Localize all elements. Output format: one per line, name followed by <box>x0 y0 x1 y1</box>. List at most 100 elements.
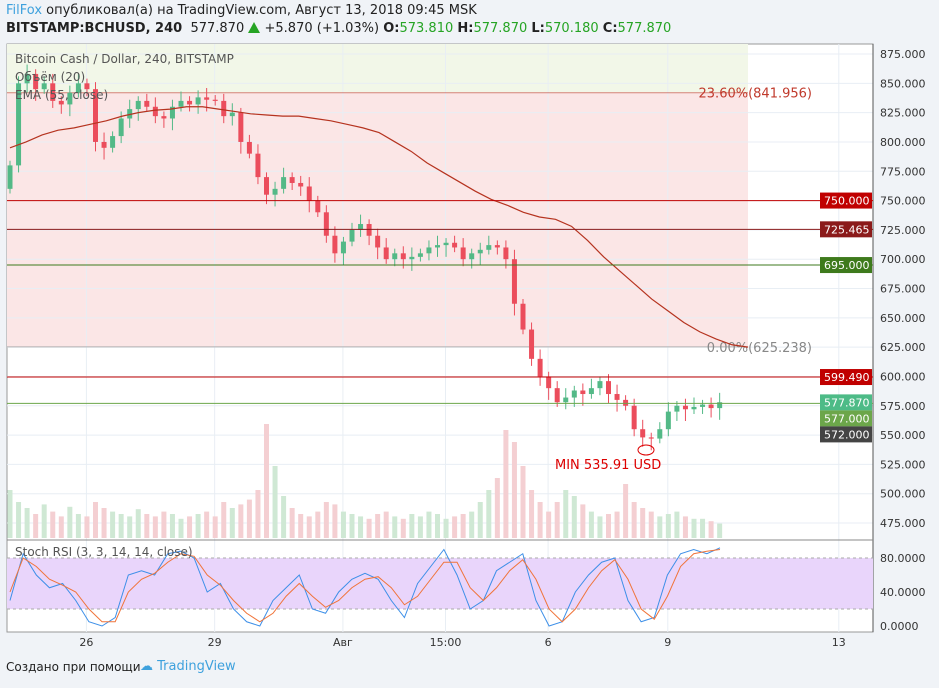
volume-bar <box>392 516 398 538</box>
candle-body <box>435 245 440 248</box>
candle-body <box>409 256 415 260</box>
candle-body <box>623 399 629 406</box>
y-tick-label: 675.000 <box>880 283 926 296</box>
ema-line <box>9 106 749 348</box>
volume-bar <box>665 514 671 538</box>
y-tick-label: 850.000 <box>880 77 926 90</box>
candle-body <box>332 235 338 254</box>
brand-name: TradingView <box>157 659 236 674</box>
candle-body <box>169 106 175 119</box>
candle-body <box>144 100 150 107</box>
volume-bar <box>221 502 227 538</box>
symbol-info: BITSTAMP:BCHUSD, 240 577.870 +5.870 (+1.… <box>6 21 671 36</box>
volume-bar <box>281 496 287 538</box>
volume-bar <box>623 484 629 538</box>
price-badge <box>820 221 872 238</box>
candle-body <box>289 177 295 183</box>
volume-bar <box>537 502 543 538</box>
candle-body <box>135 100 141 110</box>
volume-bar <box>580 504 586 538</box>
price-badge-label: 750.000 <box>824 195 870 208</box>
candle-body <box>221 100 227 117</box>
candle-body <box>554 388 560 403</box>
volume-bar <box>41 504 47 538</box>
last-price: 577.870 <box>190 21 245 36</box>
x-tick-label: 6 <box>545 636 552 649</box>
price-badge <box>820 369 872 386</box>
candle-body <box>443 242 449 246</box>
volume-bar <box>546 511 552 538</box>
up-arrow-icon <box>248 22 261 33</box>
candle-body <box>178 100 184 107</box>
price-badge-label: 725.465 <box>824 223 870 236</box>
legend-title: Bitcoin Cash / Dollar, 240, BITSTAMP <box>15 52 234 66</box>
volume-bar <box>443 518 449 538</box>
candle-body <box>631 405 637 430</box>
volume-bar <box>700 518 706 538</box>
candle-body <box>195 97 201 105</box>
author-link[interactable]: FilFox <box>6 3 43 18</box>
candle-body <box>597 381 603 389</box>
volume-bar <box>195 514 201 538</box>
y-tick-label: 825.000 <box>880 107 926 120</box>
candle-body <box>640 429 646 438</box>
volume-bar <box>246 499 252 538</box>
volume-bar <box>588 511 594 538</box>
volume-bar <box>75 514 81 538</box>
high-value: 577.870 <box>473 21 528 36</box>
candle-body <box>255 153 261 178</box>
y-tick-label: 875.000 <box>880 48 926 61</box>
volume-bar <box>110 511 116 538</box>
min-marker <box>637 444 655 456</box>
volume-bar <box>435 514 440 538</box>
x-tick-label: 13 <box>832 636 846 649</box>
volume-bar <box>614 511 620 538</box>
volume-bar <box>529 490 535 538</box>
legend-ema[interactable]: EMA (55, close) <box>15 88 109 102</box>
candle-body <box>358 224 364 230</box>
candle-body <box>588 388 594 395</box>
candle-body <box>606 381 611 395</box>
volume-bar <box>16 502 22 538</box>
volume-bar <box>50 511 56 538</box>
volume-bar <box>682 516 688 538</box>
volume-bar <box>101 508 107 538</box>
price-badge <box>820 426 872 443</box>
volume-bar <box>657 516 663 538</box>
close-value: 577.870 <box>617 21 672 36</box>
candle-body <box>281 177 287 189</box>
volume-bar <box>631 502 637 538</box>
volume-bar <box>84 516 90 538</box>
tradingview-logo[interactable]: ☁ TradingView <box>140 659 236 674</box>
volume-bar <box>306 516 312 538</box>
volume-bar <box>503 430 509 538</box>
legend-stoch[interactable]: Stoch RSI (3, 3, 14, 14, close) <box>15 545 193 559</box>
legend-volume[interactable]: Объём (20) <box>15 70 86 84</box>
candle-body <box>41 83 47 90</box>
volume-bar <box>152 516 158 538</box>
volume-bar <box>135 509 141 538</box>
candle-body <box>708 404 714 409</box>
stoch-k-line <box>9 547 721 627</box>
y-tick-label: 575.000 <box>880 400 926 413</box>
candle-body <box>375 235 381 248</box>
candle-body <box>315 200 321 213</box>
volume-bar <box>375 514 381 538</box>
volume-bar <box>708 521 714 538</box>
candle-body <box>691 406 697 410</box>
x-tick-label: 15:00 <box>430 636 462 649</box>
candle-body <box>7 165 13 189</box>
candle-body <box>58 100 64 105</box>
y-tick-label: 625.000 <box>880 341 926 354</box>
candle-body <box>657 429 663 439</box>
candle-body <box>161 116 167 119</box>
candle-body <box>33 73 39 90</box>
volume-bar <box>212 516 218 538</box>
symbol: BITSTAMP:BCHUSD, 240 <box>6 21 183 36</box>
candle-body <box>486 245 492 250</box>
volume-bar <box>315 511 321 538</box>
volume-bar <box>349 514 355 538</box>
y-tick-label: 775.000 <box>880 165 926 178</box>
price-badge-label: 577.000 <box>824 412 870 425</box>
